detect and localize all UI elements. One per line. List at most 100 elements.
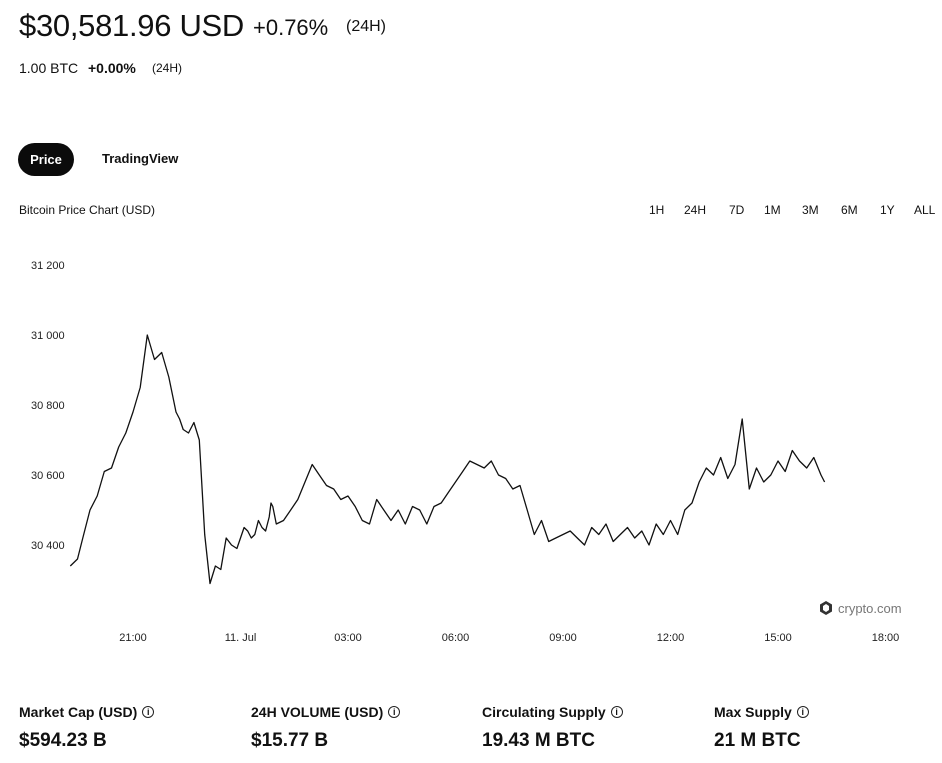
tab-price[interactable]: Price	[18, 143, 74, 176]
price-point	[734, 463, 737, 466]
price-point	[354, 505, 357, 508]
price-point	[777, 460, 780, 463]
price-point	[209, 582, 212, 585]
price-point	[390, 519, 393, 522]
info-icon[interactable]: i	[796, 706, 809, 718]
y-tick-label: 30 400	[31, 540, 65, 552]
price-point	[318, 474, 321, 477]
price-point	[289, 509, 292, 512]
price-point	[597, 533, 600, 536]
price-point	[619, 533, 622, 536]
max-supply-label-text: Max Supply	[714, 704, 792, 720]
price-point	[490, 460, 493, 463]
price-point	[325, 484, 328, 487]
price-point	[798, 460, 801, 463]
price-point	[476, 463, 479, 466]
range-1h-button[interactable]: 1H	[649, 203, 665, 217]
price-point	[332, 488, 335, 491]
price-point	[418, 509, 421, 512]
price-point	[569, 530, 572, 533]
price-point	[605, 523, 608, 526]
price-point	[178, 418, 181, 421]
price-point	[762, 481, 765, 484]
price-usd: $30,581.96 USD	[19, 8, 245, 43]
range-7d-button[interactable]: 7D	[729, 203, 745, 217]
price-point	[483, 467, 486, 470]
range-1y-button[interactable]: 1Y	[880, 203, 895, 217]
y-tick-label: 31 200	[31, 260, 65, 272]
market-cap-label-text: Market Cap (USD)	[19, 704, 138, 720]
price-point	[214, 565, 217, 568]
tab-tradingview[interactable]: TradingView	[102, 151, 179, 166]
info-icon[interactable]: i	[142, 706, 155, 718]
price-point	[275, 523, 278, 526]
price-point	[311, 463, 314, 466]
price-point	[167, 376, 170, 379]
range-3m-button[interactable]: 3M	[802, 203, 819, 217]
chart-title: Bitcoin Price Chart (USD)	[19, 203, 156, 217]
price-point	[246, 530, 249, 533]
max-supply-value: 21 M BTC	[714, 730, 801, 751]
price-point	[748, 488, 751, 491]
volume-label-text: 24H VOLUME (USD)	[251, 704, 384, 720]
price-point	[633, 537, 636, 540]
price-point	[533, 533, 536, 536]
range-24h-button[interactable]: 24H	[684, 203, 707, 217]
price-point	[812, 456, 815, 459]
x-tick-label: 15:00	[764, 632, 792, 644]
price-point	[741, 418, 744, 421]
price-point	[640, 530, 643, 533]
price-point	[612, 540, 615, 543]
price-point	[282, 519, 285, 522]
circulating-supply-value: 19.43 M BTC	[482, 730, 595, 751]
price-point	[425, 523, 428, 526]
price-point	[203, 533, 206, 536]
price-point	[132, 411, 135, 414]
price-point	[669, 519, 672, 522]
max-supply-label: Max Supply i	[714, 704, 809, 720]
y-tick-label: 30 800	[31, 400, 65, 412]
price-chart[interactable]: 31 200 31 000 30 800 30 600 30 400 21:00 11. J…	[0, 250, 942, 650]
price-point	[261, 526, 264, 529]
price-point	[820, 474, 823, 477]
price-point	[397, 509, 400, 512]
price-point	[361, 519, 364, 522]
price-point	[676, 533, 679, 536]
price-point	[404, 523, 407, 526]
market-cap-value: $594.23 B	[19, 730, 107, 751]
price-point	[271, 505, 274, 508]
price-point	[454, 481, 457, 484]
x-tick-label: 03:00	[334, 632, 362, 644]
info-icon[interactable]: i	[388, 706, 401, 718]
price-point	[526, 509, 529, 512]
info-icon[interactable]: i	[610, 706, 623, 718]
price-point	[547, 540, 550, 543]
price-point	[117, 446, 120, 449]
price-point	[411, 505, 414, 508]
price-point	[270, 502, 273, 505]
volume-label: 24H VOLUME (USD) i	[251, 704, 401, 720]
price-point	[187, 432, 190, 435]
price-point	[823, 481, 826, 484]
range-1m-button[interactable]: 1M	[764, 203, 781, 217]
price-point	[705, 467, 708, 470]
price-point	[171, 393, 174, 396]
price-point	[662, 533, 665, 536]
price-point	[268, 516, 271, 519]
price-point	[250, 537, 253, 540]
price-point	[146, 334, 149, 337]
price-point	[175, 411, 178, 414]
price-point	[243, 526, 246, 529]
price-point	[590, 526, 593, 529]
crypto-logo-icon	[820, 601, 832, 615]
price-point	[96, 495, 99, 498]
range-6m-button[interactable]: 6M	[841, 203, 858, 217]
range-all-button[interactable]: ALL	[914, 203, 936, 217]
price-point	[511, 488, 514, 491]
x-tick-label: 18:00	[872, 632, 900, 644]
price-point	[76, 558, 79, 561]
x-tick-label: 21:00	[119, 632, 147, 644]
price-point	[683, 509, 686, 512]
price-point	[698, 481, 701, 484]
price-point	[719, 456, 722, 459]
